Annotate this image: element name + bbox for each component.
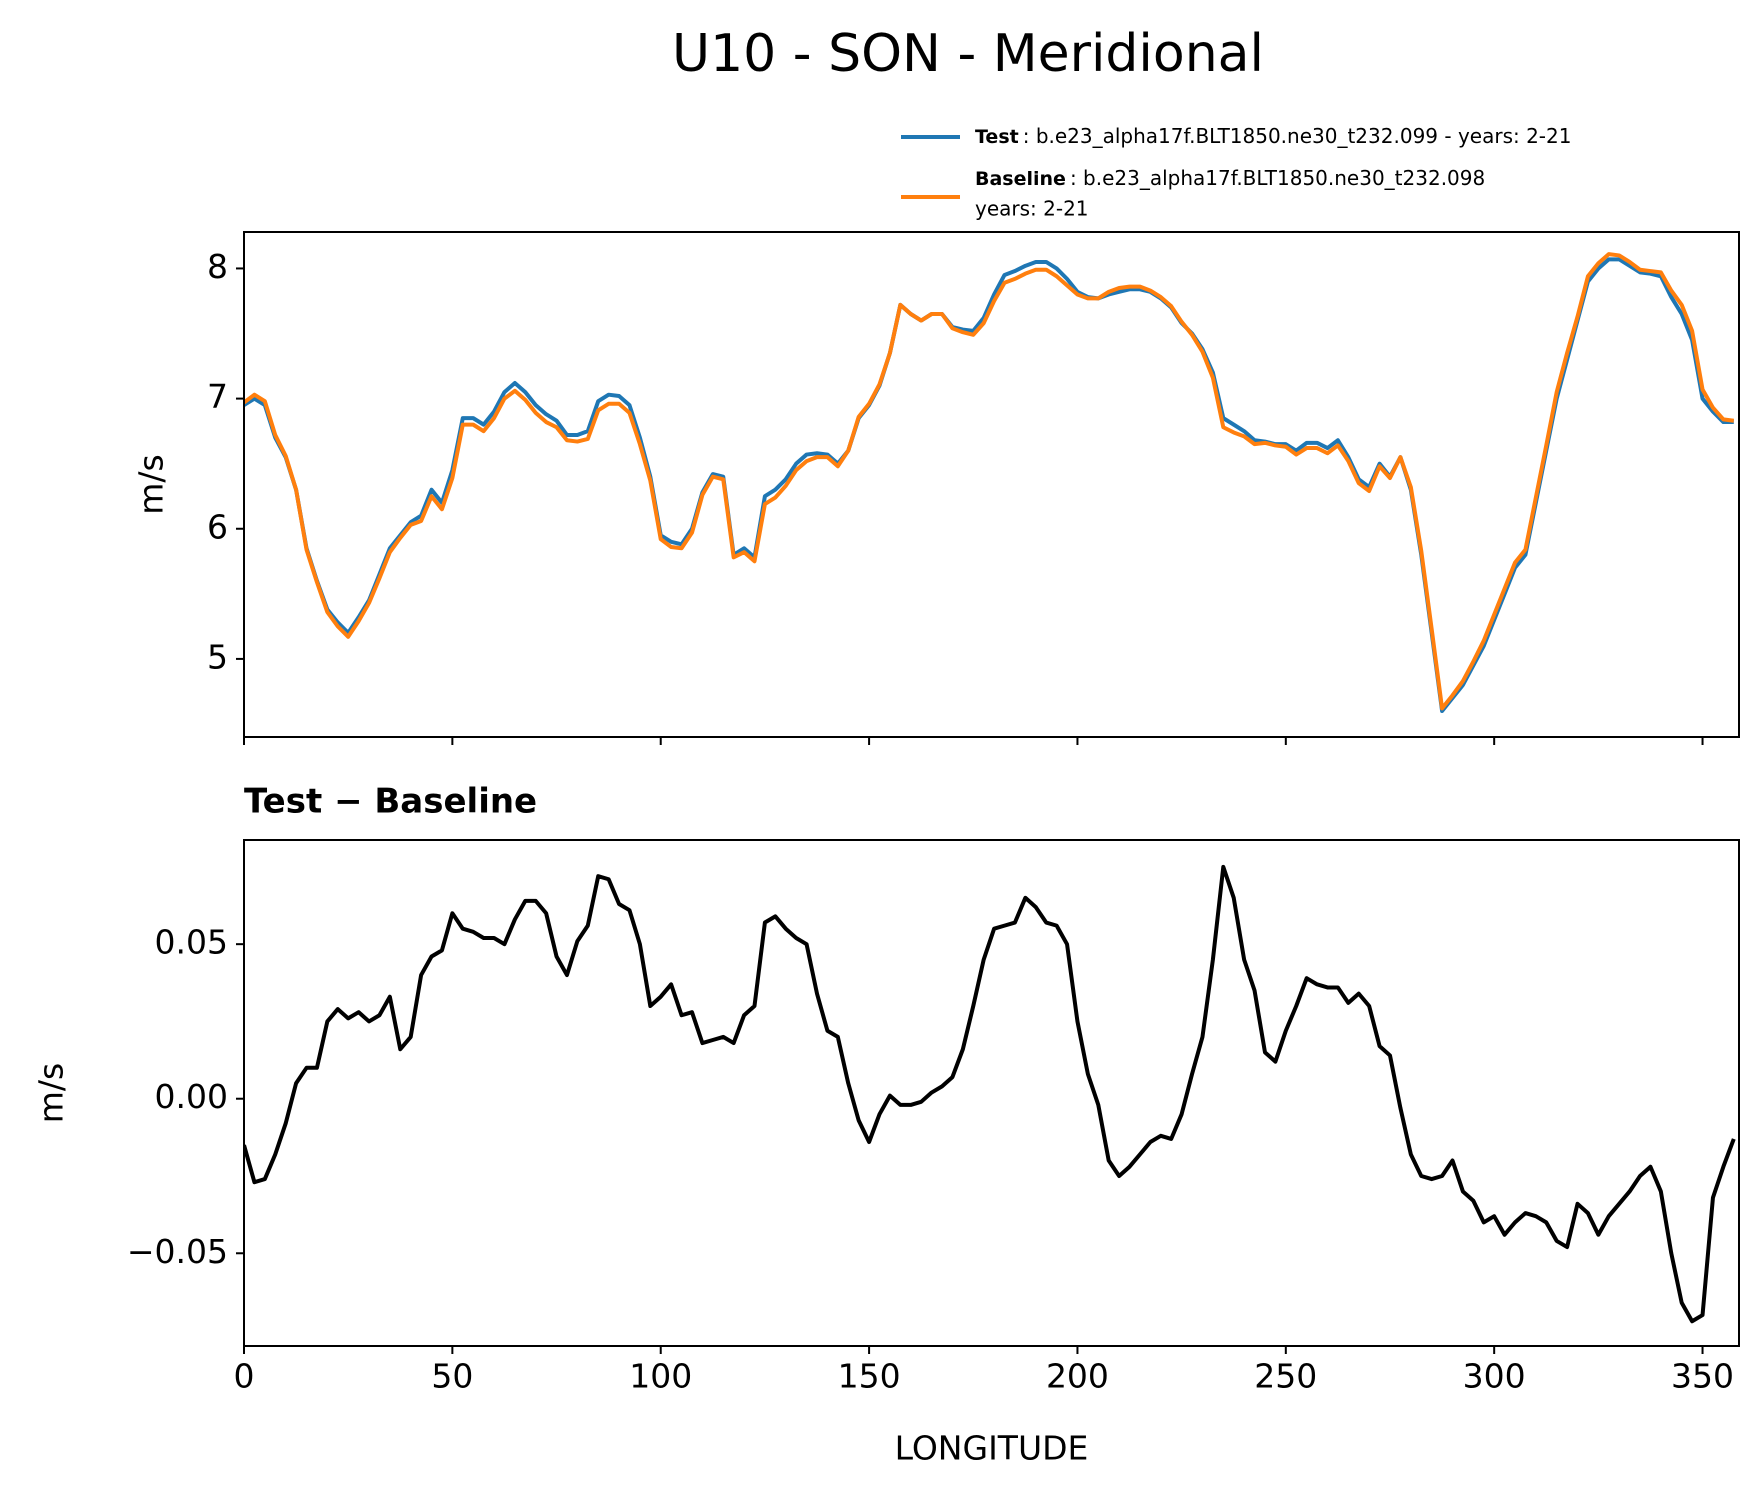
x-tick-label: 200	[1046, 1357, 1109, 1396]
y-tick-label: 0.05	[155, 923, 228, 962]
x-tick-label: 250	[1254, 1357, 1317, 1396]
y-tick-label: 6	[207, 507, 228, 546]
subplot-title: Test − Baseline	[244, 782, 537, 822]
x-tick-label: 100	[629, 1357, 692, 1396]
legend-name: Test	[975, 126, 1019, 148]
x-tick-label: 0	[234, 1357, 255, 1396]
y-tick-label: 7	[207, 377, 228, 416]
axes-frame	[243, 231, 1740, 738]
y-axis-label: m/s	[132, 454, 171, 514]
figure-title: U10 - SON - Meridional	[672, 24, 1264, 84]
x-axis-label: LONGITUDE	[895, 1429, 1089, 1468]
legend-name: Baseline	[975, 168, 1066, 190]
y-tick-label: 8	[207, 247, 228, 286]
y-axis-label: m/s	[32, 1063, 71, 1123]
axes-frame	[243, 839, 1740, 1347]
y-tick-label: 0.00	[155, 1077, 228, 1116]
legend-description: : b.e23_alpha17f.BLT1850.ne30_t232.098	[1070, 166, 1485, 190]
y-tick-label: −0.05	[127, 1232, 228, 1271]
data-line	[244, 252, 1735, 711]
legend-label: Test: b.e23_alpha17f.BLT1850.ne30_t232.0…	[975, 124, 1571, 148]
plot-area	[244, 864, 1736, 1324]
data-line	[244, 257, 1734, 713]
plot-area	[244, 252, 1735, 713]
x-tick-label: 50	[431, 1357, 473, 1396]
legend-description: years: 2-21	[975, 197, 1089, 221]
legend-description: : b.e23_alpha17f.BLT1850.ne30_t232.099 -…	[1023, 124, 1572, 148]
legend-label: Baseline: b.e23_alpha17f.BLT1850.ne30_t2…	[975, 166, 1485, 190]
data-line	[244, 864, 1736, 1324]
x-tick-label: 150	[838, 1357, 901, 1396]
y-tick-label: 5	[207, 637, 228, 676]
x-tick-label: 350	[1671, 1357, 1734, 1396]
x-tick-label: 300	[1463, 1357, 1526, 1396]
